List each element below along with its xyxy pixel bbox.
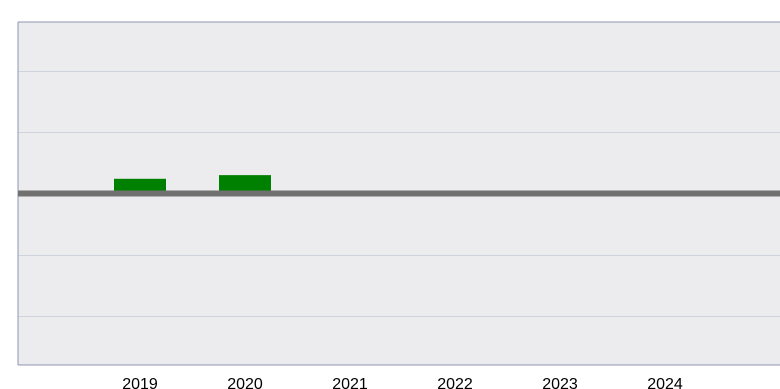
- x-tick-label-2022: 2022: [437, 376, 473, 389]
- x-tick-label-2019: 2019: [122, 376, 158, 389]
- x-tick-label-2020: 2020: [227, 376, 263, 389]
- x-tick-label-2023: 2023: [542, 376, 578, 389]
- x-tick-label-2024: 2024: [647, 376, 683, 389]
- bars: [114, 175, 271, 194]
- gridlines: [18, 71, 780, 317]
- bar-2020: [219, 175, 271, 194]
- x-tick-labels: 2019 2020 2021 2022 2023 2024: [122, 376, 683, 389]
- bar-2019: [114, 178, 166, 194]
- x-tick-label-2021: 2021: [332, 376, 368, 389]
